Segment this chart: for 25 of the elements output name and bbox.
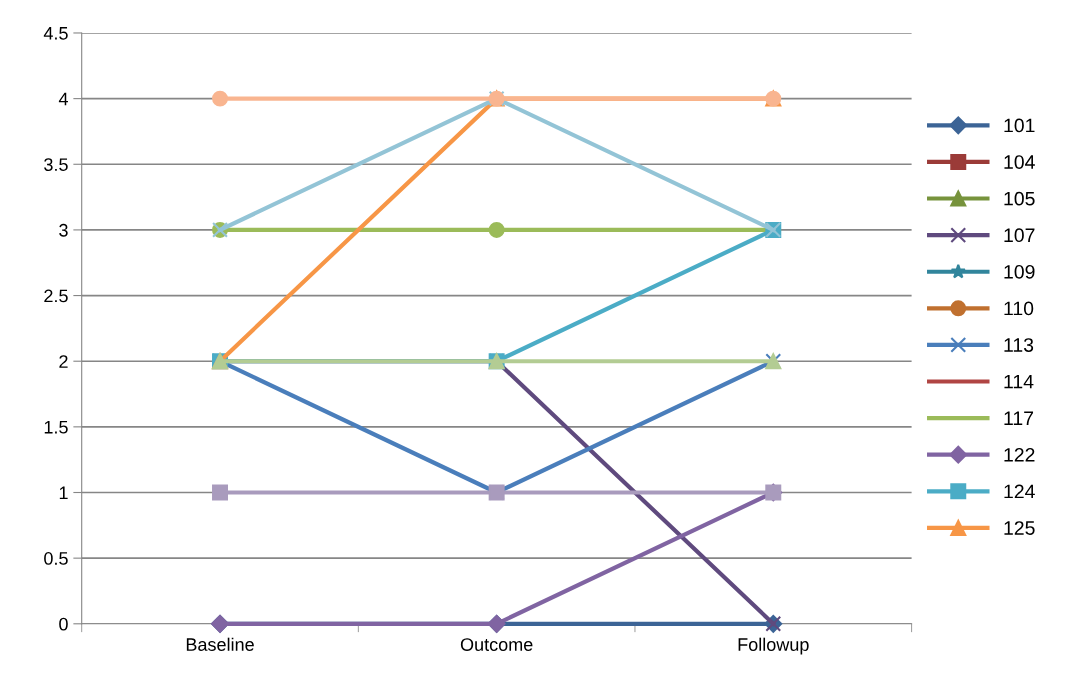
legend-label: 124: [1004, 484, 1035, 499]
y-tick-label: 3: [59, 223, 68, 237]
legend-label: 113: [1004, 338, 1034, 352]
legend-label: 109: [1004, 264, 1035, 279]
y-tick-label: 2: [59, 355, 68, 368]
x-tick-label: Followup: [738, 637, 809, 655]
y-tick-label: 4.5: [43, 27, 68, 40]
y-tick-label: 0: [59, 617, 68, 631]
x-tick-label: Baseline: [186, 637, 254, 651]
legend-label: 114: [1004, 374, 1034, 389]
legend-label: 125: [1004, 521, 1035, 535]
y-tick-label: 1: [59, 486, 68, 500]
legend-label: 107: [1004, 228, 1035, 243]
legend-label: 122: [1004, 447, 1035, 462]
legend-label: 101: [1004, 118, 1035, 133]
y-tick-label: 4: [58, 92, 68, 106]
x-tick-label: Outcome: [460, 638, 533, 651]
legend-label: 110: [1004, 301, 1034, 316]
y-tick-label: 2.5: [44, 289, 68, 303]
y-tick-label: 0.5: [44, 552, 68, 565]
legend-label: 117: [1004, 411, 1034, 425]
y-tick-label: 1.5: [44, 420, 68, 434]
y-tick-label: 3.5: [44, 158, 68, 171]
legend-label: 104: [1004, 155, 1035, 169]
legend-label: 105: [1004, 191, 1035, 206]
